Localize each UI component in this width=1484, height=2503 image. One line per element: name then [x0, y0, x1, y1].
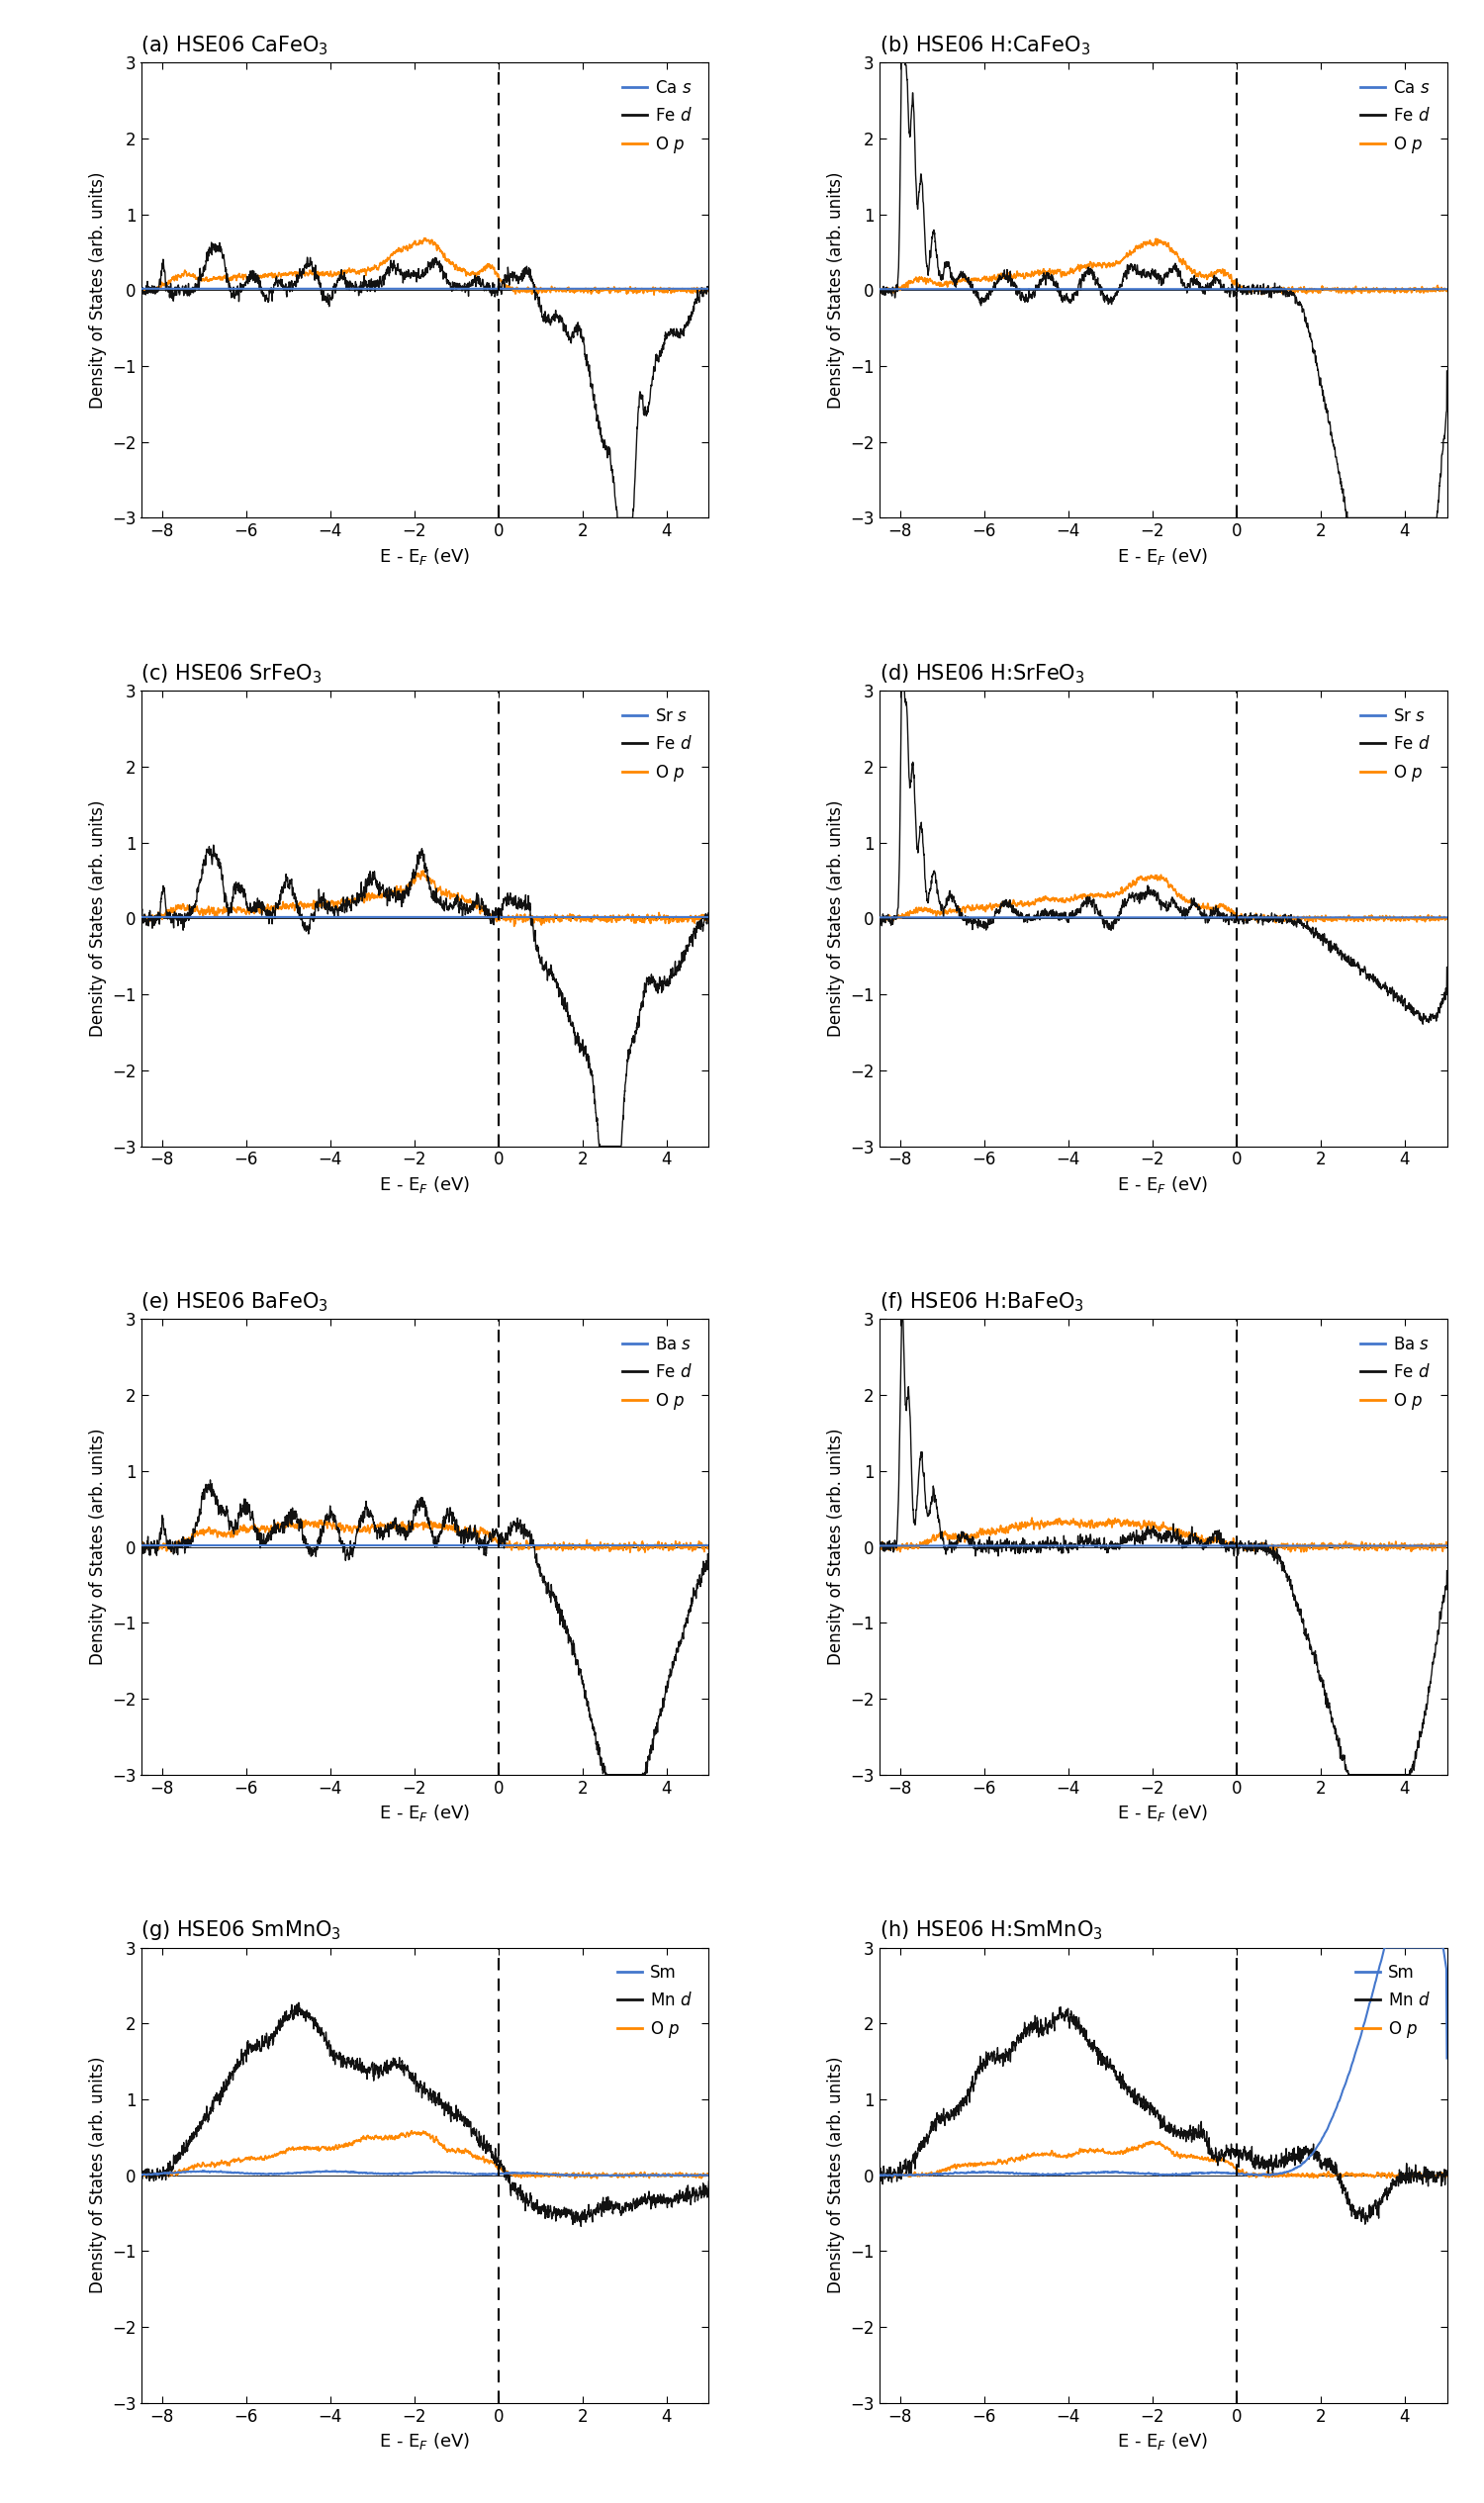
Text: (a) HSE06 CaFeO$_3$: (a) HSE06 CaFeO$_3$	[141, 33, 329, 58]
Text: (d) HSE06 H:SrFeO$_3$: (d) HSE06 H:SrFeO$_3$	[879, 663, 1085, 686]
Y-axis label: Density of States (arb. units): Density of States (arb. units)	[89, 173, 107, 408]
Y-axis label: Density of States (arb. units): Density of States (arb. units)	[89, 1429, 107, 1664]
X-axis label: E - E$_F$ (eV): E - E$_F$ (eV)	[1117, 1174, 1208, 1194]
Legend: Sm, Mn $d$, O $p$: Sm, Mn $d$, O $p$	[608, 1955, 700, 2047]
X-axis label: E - E$_F$ (eV): E - E$_F$ (eV)	[1117, 2430, 1208, 2453]
Text: (c) HSE06 SrFeO$_3$: (c) HSE06 SrFeO$_3$	[141, 663, 322, 686]
Legend: Ca $s$, Fe $d$, O $p$: Ca $s$, Fe $d$, O $p$	[1352, 70, 1438, 163]
Y-axis label: Density of States (arb. units): Density of States (arb. units)	[89, 801, 107, 1036]
Y-axis label: Density of States (arb. units): Density of States (arb. units)	[827, 1429, 844, 1664]
X-axis label: E - E$_F$ (eV): E - E$_F$ (eV)	[380, 1802, 470, 1825]
Legend: Ba $s$, Fe $d$, O $p$: Ba $s$, Fe $d$, O $p$	[1352, 1327, 1438, 1419]
Y-axis label: Density of States (arb. units): Density of States (arb. units)	[827, 2057, 844, 2293]
Text: (g) HSE06 SmMnO$_3$: (g) HSE06 SmMnO$_3$	[141, 1920, 341, 1942]
Legend: Ba $s$, Fe $d$, O $p$: Ba $s$, Fe $d$, O $p$	[614, 1327, 700, 1419]
Text: (e) HSE06 BaFeO$_3$: (e) HSE06 BaFeO$_3$	[141, 1292, 328, 1314]
Y-axis label: Density of States (arb. units): Density of States (arb. units)	[827, 173, 844, 408]
X-axis label: E - E$_F$ (eV): E - E$_F$ (eV)	[1117, 546, 1208, 566]
X-axis label: E - E$_F$ (eV): E - E$_F$ (eV)	[380, 546, 470, 566]
Legend: Sr $s$, Fe $d$, O $p$: Sr $s$, Fe $d$, O $p$	[1352, 698, 1438, 791]
Legend: Sm, Mn $d$, O $p$: Sm, Mn $d$, O $p$	[1347, 1955, 1438, 2047]
Y-axis label: Density of States (arb. units): Density of States (arb. units)	[827, 801, 844, 1036]
Legend: Ca $s$, Fe $d$, O $p$: Ca $s$, Fe $d$, O $p$	[614, 70, 700, 163]
Legend: Sr $s$, Fe $d$, O $p$: Sr $s$, Fe $d$, O $p$	[614, 698, 700, 791]
Text: (h) HSE06 H:SmMnO$_3$: (h) HSE06 H:SmMnO$_3$	[879, 1920, 1103, 1942]
Text: (b) HSE06 H:CaFeO$_3$: (b) HSE06 H:CaFeO$_3$	[879, 33, 1089, 58]
Y-axis label: Density of States (arb. units): Density of States (arb. units)	[89, 2057, 107, 2293]
X-axis label: E - E$_F$ (eV): E - E$_F$ (eV)	[1117, 1802, 1208, 1825]
X-axis label: E - E$_F$ (eV): E - E$_F$ (eV)	[380, 2430, 470, 2453]
X-axis label: E - E$_F$ (eV): E - E$_F$ (eV)	[380, 1174, 470, 1194]
Text: (f) HSE06 H:BaFeO$_3$: (f) HSE06 H:BaFeO$_3$	[879, 1292, 1083, 1314]
